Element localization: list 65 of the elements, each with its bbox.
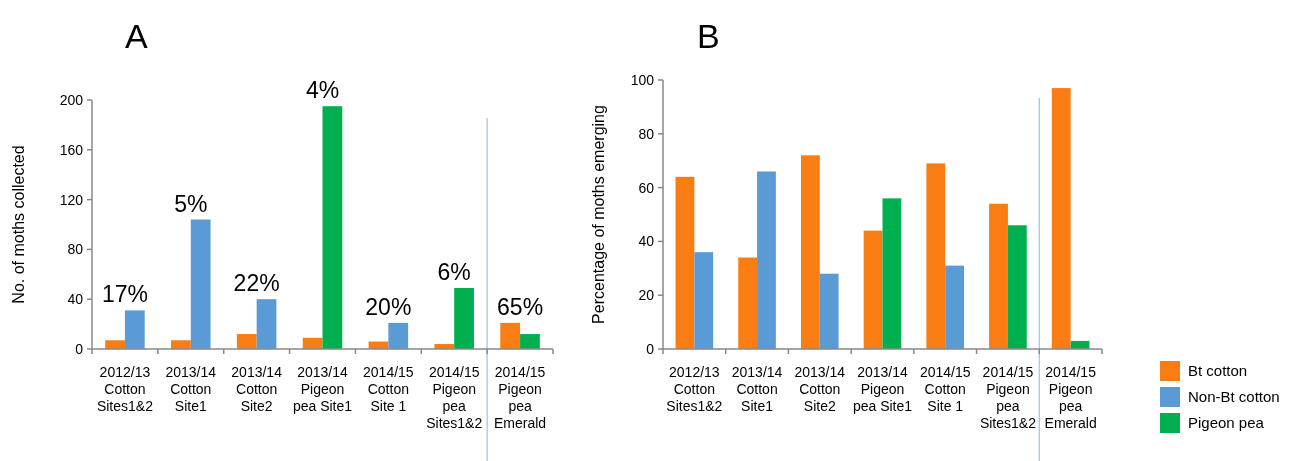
bar <box>694 252 714 349</box>
annotation: 6% <box>437 258 471 285</box>
x-tick-label: 2014/15 Cotton Site 1 <box>363 364 414 414</box>
bar <box>302 337 323 349</box>
legend-label: Pigeon pea <box>1188 414 1265 432</box>
annotation: 5% <box>174 190 208 217</box>
y-tick-label: 80 <box>67 241 84 258</box>
bar <box>1051 88 1071 349</box>
bar <box>105 340 125 349</box>
y-tick-label: 100 <box>630 71 655 88</box>
annotation: 65% <box>497 293 544 320</box>
y-axis-title: No. of moths collected <box>10 145 27 304</box>
annotation: 20% <box>365 293 412 320</box>
y-tick-label: 20 <box>638 287 655 304</box>
x-tick-label: 2013/14 Pigeon pea Site1 <box>292 364 353 414</box>
x-tick-label: 2013/14 Cotton Site1 <box>165 364 217 414</box>
bar <box>757 171 776 349</box>
annotation: 17% <box>101 281 148 308</box>
bar <box>675 176 695 349</box>
bar <box>800 155 820 349</box>
x-tick-label: 2014/15 Cotton Site 1 <box>919 364 971 414</box>
bar <box>1007 225 1027 349</box>
x-tick-label: 2012/13 Cotton Sites1&2 <box>666 364 723 414</box>
bar <box>738 257 758 349</box>
bar <box>171 340 191 349</box>
y-tick-label: 80 <box>638 125 655 142</box>
bar <box>945 265 965 349</box>
x-tick-label: 2013/14 Cotton Site2 <box>794 364 846 414</box>
x-tick-label: 2012/13 Cotton Sites1&2 <box>96 364 154 414</box>
chart-title: B <box>697 17 720 55</box>
bar <box>322 106 343 349</box>
y-tick-label: 40 <box>638 233 655 250</box>
y-tick-label: 200 <box>59 91 84 108</box>
annotation: 4% <box>305 77 340 104</box>
annotation: 22% <box>233 270 280 297</box>
x-tick-label: 2014/15 Pigeon pea Sites1&2 <box>979 364 1037 431</box>
bar <box>926 163 946 349</box>
chart-title: A <box>125 17 148 55</box>
y-tick-label: 120 <box>59 191 84 208</box>
x-tick-label: 2013/14 Pigeon pea Site1 <box>852 364 913 414</box>
y-tick-label: 0 <box>75 340 84 357</box>
bar <box>500 322 521 349</box>
bar <box>882 198 902 349</box>
bar <box>256 299 277 349</box>
bar <box>989 203 1008 349</box>
legend-label: Bt cotton <box>1188 362 1248 380</box>
y-tick-label: 60 <box>638 179 655 196</box>
bar <box>520 334 540 349</box>
bar <box>124 310 145 349</box>
legend-label: Non-Bt cotton <box>1188 388 1280 406</box>
y-tick-label: 160 <box>59 141 84 158</box>
x-tick-label: 2014/15 Pigeon pea Emerald <box>494 364 547 431</box>
y-tick-label: 0 <box>646 340 655 357</box>
y-axis-title: Percentage of moths emerging <box>590 105 607 324</box>
x-tick-label: 2014/15 Pigeon pea Sites1&2 <box>426 364 483 431</box>
y-tick-label: 40 <box>67 291 84 308</box>
x-tick-label: 2013/14 Cotton Site2 <box>231 364 283 414</box>
bar <box>190 219 211 349</box>
x-tick-label: 2013/14 Cotton Site1 <box>731 364 783 414</box>
bar <box>819 273 839 349</box>
bar <box>454 288 474 349</box>
bar <box>236 334 257 349</box>
bar <box>388 322 409 349</box>
bar <box>863 230 883 349</box>
x-tick-label: 2014/15 Pigeon pea Emerald <box>1044 364 1097 431</box>
